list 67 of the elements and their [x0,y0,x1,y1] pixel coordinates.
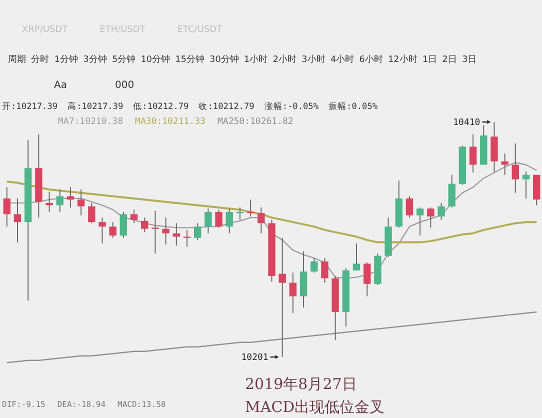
candlestick [448,174,456,208]
text: 6小时 [359,54,383,65]
candlestick [3,186,10,228]
text: 3分钟 [83,54,107,65]
candlestick [512,142,520,194]
text: 2019年8月27日 [245,375,357,393]
candlestick [14,198,22,243]
text: 12小时 [388,54,418,65]
text: 3日 [462,55,477,65]
text: 2小时 [272,54,296,65]
text: DEA:-18.94 [57,400,106,409]
text: 高:10217.39 [68,101,124,112]
candlestick [162,217,170,246]
candlestick [77,188,85,216]
candlestick [88,202,96,224]
text: 周期 [8,54,26,65]
candlestick [363,262,371,297]
candlestick [427,206,434,228]
candlestick [109,222,116,238]
text: 低:10212.79 [133,101,189,112]
candlestick [56,188,64,212]
candlestick [289,272,297,314]
text: 1小时 [244,54,268,65]
candlestick [310,258,318,274]
candlestick [215,209,222,228]
text: 涨幅:-0.05% [264,101,320,112]
text: DIF:-9.15 [2,400,46,409]
candlestick [416,206,424,236]
candlestick [226,208,233,234]
candlestick [194,222,202,241]
text: MACD出现低位金叉 [245,398,385,416]
candlestick [522,170,530,199]
text: 3小时 [302,54,326,65]
text: 5分钟 [112,54,136,65]
annotation: 10201 [241,353,268,363]
text: 分时 [31,54,50,65]
candlestick [120,211,128,238]
candlestick [406,196,414,218]
text: 30分钟 [210,54,239,65]
candlestick [152,210,159,254]
candlestick [141,217,148,233]
candlestick [352,242,360,271]
text: Aa [54,80,67,91]
text: MACD:13.58 [118,400,166,409]
text: 4小时 [330,54,354,65]
candlestick [258,206,265,234]
text: 振幅:0.05% [328,101,378,112]
candlestick [130,209,138,224]
text: 10分钟 [140,54,170,65]
text: 1分钟 [54,54,78,65]
text: 2日 [442,55,457,65]
candlestick [501,152,508,176]
text: 1日 [422,55,438,65]
candlestick [98,217,106,244]
candlestick [183,229,191,248]
candlestick [46,191,53,212]
text: 15分钟 [175,54,204,65]
text: 开:10217.39 [2,102,58,112]
candlestick [321,258,328,284]
text: 收:10212.79 [198,101,254,112]
candlestick [438,202,445,220]
candlestick [204,208,212,234]
candlestick [469,134,477,174]
candlestick [66,186,74,208]
annotation: 10410 [453,118,480,128]
legend: MA7:10210.38 MA30:10211.33 MA250:10261.82 [58,117,294,127]
text: 000 [114,80,134,91]
